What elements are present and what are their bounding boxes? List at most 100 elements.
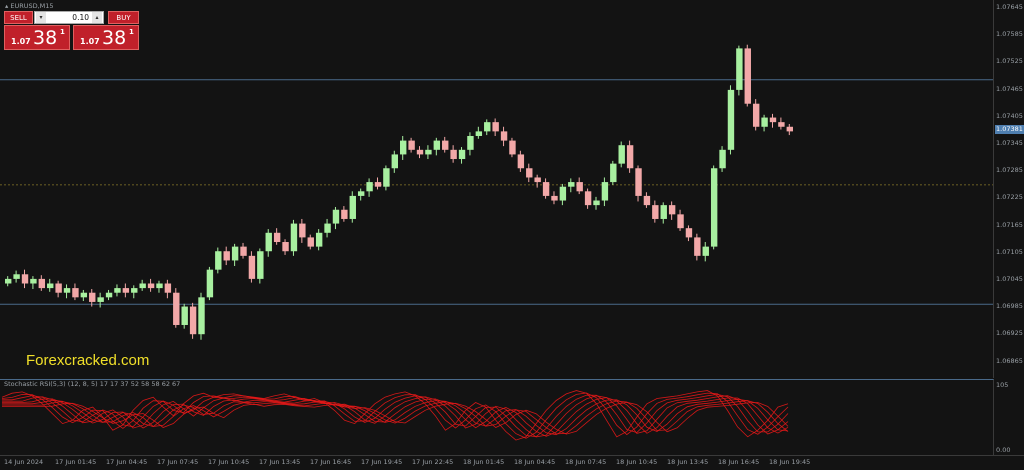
candle-body bbox=[114, 288, 121, 293]
time-axis-label: 14 Jun 2024 bbox=[4, 458, 44, 466]
candle-body bbox=[341, 209, 348, 219]
stochastic-line bbox=[1, 390, 789, 441]
sell-price-pips: 38 bbox=[33, 27, 58, 49]
price-axis-label: 1.06925 bbox=[996, 329, 1023, 338]
candle-body bbox=[719, 149, 726, 169]
buy-button[interactable]: BUY bbox=[108, 11, 139, 24]
candle-body bbox=[660, 205, 667, 219]
price-axis-label: 1.07165 bbox=[996, 220, 1023, 229]
stochastic-line bbox=[2, 393, 789, 438]
candle-body bbox=[282, 242, 289, 252]
candle-body bbox=[593, 200, 600, 206]
stochastic-line bbox=[2, 395, 789, 438]
time-axis-label: 18 Jun 01:45 bbox=[463, 458, 505, 466]
candle-body bbox=[526, 168, 533, 178]
current-price-tag: 1.07381 bbox=[995, 125, 1024, 134]
sell-button[interactable]: SELL bbox=[4, 11, 33, 24]
candlestick-chart bbox=[0, 44, 993, 340]
candle-body bbox=[559, 186, 567, 201]
sell-price-prefix: 1.07 bbox=[11, 37, 31, 46]
candle-body bbox=[5, 278, 12, 284]
time-axis-label: 17 Jun 16:45 bbox=[310, 458, 352, 466]
price-axis-label: 1.07225 bbox=[996, 193, 1023, 202]
candle-body bbox=[307, 237, 314, 247]
price-axis-label: 1.07285 bbox=[996, 166, 1023, 175]
candle-body bbox=[55, 283, 62, 293]
candle-body bbox=[189, 306, 197, 335]
candle-body bbox=[231, 246, 239, 261]
candle-body bbox=[500, 131, 508, 141]
time-axis-label: 18 Jun 16:45 bbox=[718, 458, 760, 466]
candle-body bbox=[752, 103, 760, 127]
candle-body bbox=[458, 149, 466, 160]
time-axis-label: 18 Jun 13:45 bbox=[667, 458, 709, 466]
candle-body bbox=[450, 149, 457, 160]
price-axis-label: 1.07345 bbox=[996, 139, 1023, 147]
buy-price-prefix: 1.07 bbox=[80, 37, 100, 46]
watermark-text: Forexcracked.com bbox=[26, 352, 150, 369]
candle-body bbox=[21, 274, 29, 284]
candle-body bbox=[240, 246, 247, 256]
candle-body bbox=[366, 182, 373, 192]
lot-size-value: 0.10 bbox=[72, 13, 89, 22]
candle-body bbox=[694, 237, 701, 256]
candle-body bbox=[576, 182, 583, 192]
candle-body bbox=[778, 122, 785, 127]
increase-lot-icon[interactable]: ▴ bbox=[92, 12, 102, 23]
lot-size-input[interactable]: ▾ 0.10 ▴ bbox=[34, 11, 104, 24]
candle-body bbox=[635, 168, 642, 196]
candle-body bbox=[601, 182, 609, 201]
candle-body bbox=[13, 274, 20, 279]
stochastic-line bbox=[1, 392, 789, 439]
candle-body bbox=[534, 177, 541, 183]
candle-body bbox=[517, 154, 525, 169]
candle-body bbox=[164, 283, 172, 293]
stochastic-line bbox=[2, 398, 789, 436]
chart-symbol-title: ▴ EURUSD,M15 bbox=[5, 2, 54, 10]
candle-body bbox=[492, 122, 499, 132]
time-axis-label: 17 Jun 10:45 bbox=[208, 458, 250, 466]
candle-body bbox=[618, 145, 625, 164]
time-axis-label: 18 Jun 10:45 bbox=[616, 458, 658, 466]
candle-body bbox=[324, 223, 331, 233]
indicator-label: Stochastic RSI(5,3) (12, 8, 5) 17 17 37 … bbox=[4, 380, 181, 388]
candle-body bbox=[727, 89, 735, 150]
candle-body bbox=[702, 246, 709, 256]
candle-body bbox=[374, 182, 382, 187]
time-axis-label: 17 Jun 19:45 bbox=[361, 458, 403, 466]
indicator-panel[interactable] bbox=[0, 379, 994, 456]
decrease-lot-icon[interactable]: ▾ bbox=[36, 12, 46, 23]
time-axis-label: 18 Jun 19:45 bbox=[769, 458, 811, 466]
candle-body bbox=[89, 292, 96, 302]
time-axis[interactable]: 14 Jun 2024 17 Jun 01:45 17 Jun 04:45 17 Ju… bbox=[0, 455, 1024, 470]
candle-body bbox=[685, 228, 693, 238]
sell-price-button[interactable]: 1.07 38 1 bbox=[4, 25, 70, 50]
candle-body bbox=[542, 182, 550, 196]
candle-body bbox=[626, 145, 634, 169]
candle-body bbox=[442, 140, 449, 150]
candle-body bbox=[72, 288, 79, 298]
candle-body bbox=[63, 288, 71, 293]
sell-price-fraction: 1 bbox=[60, 28, 65, 36]
candle-body bbox=[433, 140, 441, 150]
buy-price-fraction: 1 bbox=[129, 28, 134, 36]
candle-body bbox=[139, 283, 146, 289]
candle-body bbox=[47, 283, 54, 289]
candle-body bbox=[332, 209, 340, 224]
candle-body bbox=[181, 306, 188, 325]
price-axis-label: 1.07045 bbox=[996, 275, 1023, 283]
candle-body bbox=[30, 278, 37, 284]
candle-body bbox=[643, 195, 651, 206]
candle-body bbox=[391, 154, 398, 169]
candle-body bbox=[215, 251, 222, 270]
candle-body bbox=[475, 131, 483, 136]
candle-body bbox=[416, 149, 424, 155]
candle-body bbox=[509, 140, 516, 155]
price-axis[interactable]: 1.07645 1.07585 1.07525 1.07465 1.07405 1.073… bbox=[994, 0, 1024, 455]
candle-body bbox=[173, 292, 180, 325]
candle-body bbox=[467, 135, 474, 150]
time-axis-label: 17 Jun 13:45 bbox=[259, 458, 301, 466]
buy-price-button[interactable]: 1.07 38 1 bbox=[73, 25, 139, 50]
time-axis-label: 18 Jun 04:45 bbox=[514, 458, 556, 466]
price-chart[interactable] bbox=[0, 0, 994, 378]
